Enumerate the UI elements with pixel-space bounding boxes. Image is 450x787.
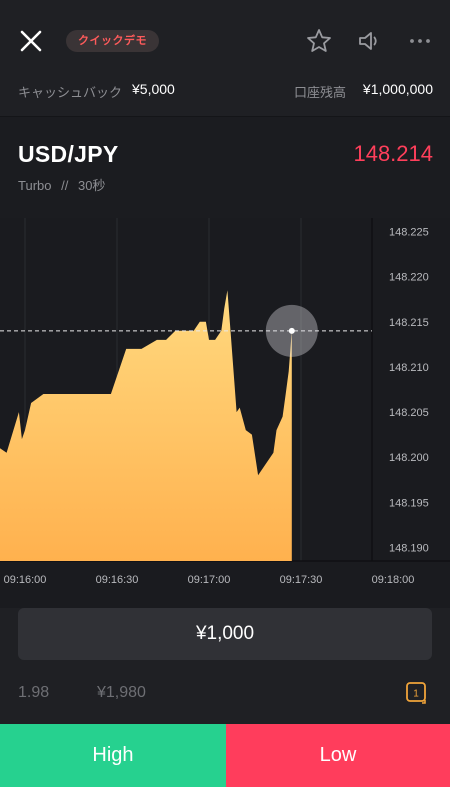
price-chart[interactable]: 148.225 148.220 148.215 148.210 148.205 148.2…: [0, 218, 450, 608]
star-icon[interactable]: [305, 27, 333, 55]
y-tick-label: 148.190: [389, 542, 429, 554]
y-tick-label: 148.225: [389, 227, 429, 239]
price-area: [0, 290, 292, 561]
trade-mode: Turbo: [18, 178, 52, 193]
current-price: 148.214: [353, 141, 433, 166]
x-tick-label: 09:18:00: [372, 574, 415, 586]
low-button[interactable]: Low: [226, 724, 450, 787]
payout-amount: ¥1,980: [97, 684, 146, 701]
payout-rate: 1.98: [18, 684, 50, 701]
more-options-icon[interactable]: [406, 29, 434, 53]
x-tick-label: 09:17:30: [280, 574, 323, 586]
asset-name: USD/JPY: [18, 141, 119, 167]
close-icon[interactable]: [16, 26, 46, 56]
price-chart-svg: 148.225 148.220 148.215 148.210 148.205 148.2…: [0, 218, 450, 586]
asset-subtitle: Turbo // 30秒: [18, 175, 105, 194]
positions-history-icon[interactable]: 1: [404, 680, 430, 706]
balance-value: ¥1,000,000: [362, 81, 433, 97]
asset-panel[interactable]: USD/JPY 148.214 Turbo // 30秒: [0, 116, 450, 218]
x-tick-label: 09:17:00: [188, 574, 231, 586]
trade-duration: 30秒: [77, 178, 106, 193]
subtitle-separator: //: [61, 178, 69, 193]
current-price-dot: [288, 327, 295, 334]
y-tick-label: 148.220: [389, 272, 429, 284]
y-tick-label: 148.205: [389, 407, 429, 419]
top-bar: クイックデモ キャッシュバック ¥5,000 口座残高 ¥1,000,000: [0, 0, 450, 116]
y-tick-label: 148.215: [389, 317, 429, 329]
cashback-label: キャッシュバック: [18, 85, 123, 100]
balance-label: 口座残高: [293, 85, 346, 100]
speaker-icon[interactable]: [355, 27, 383, 55]
trade-panel: ¥1,000 1.98 ¥1,980 1: [0, 608, 450, 724]
quick-demo-badge: クイックデモ: [66, 30, 159, 52]
x-tick-label: 09:16:30: [96, 574, 139, 586]
y-tick-label: 148.210: [389, 362, 429, 374]
high-button[interactable]: High: [0, 724, 226, 787]
cashback-value: ¥5,000: [132, 81, 175, 97]
y-tick-label: 148.195: [389, 497, 429, 509]
stake-amount-button[interactable]: ¥1,000: [18, 608, 432, 660]
y-tick-label: 148.200: [389, 452, 429, 464]
x-tick-label: 09:16:00: [4, 574, 47, 586]
positions-count: 1: [413, 689, 419, 700]
